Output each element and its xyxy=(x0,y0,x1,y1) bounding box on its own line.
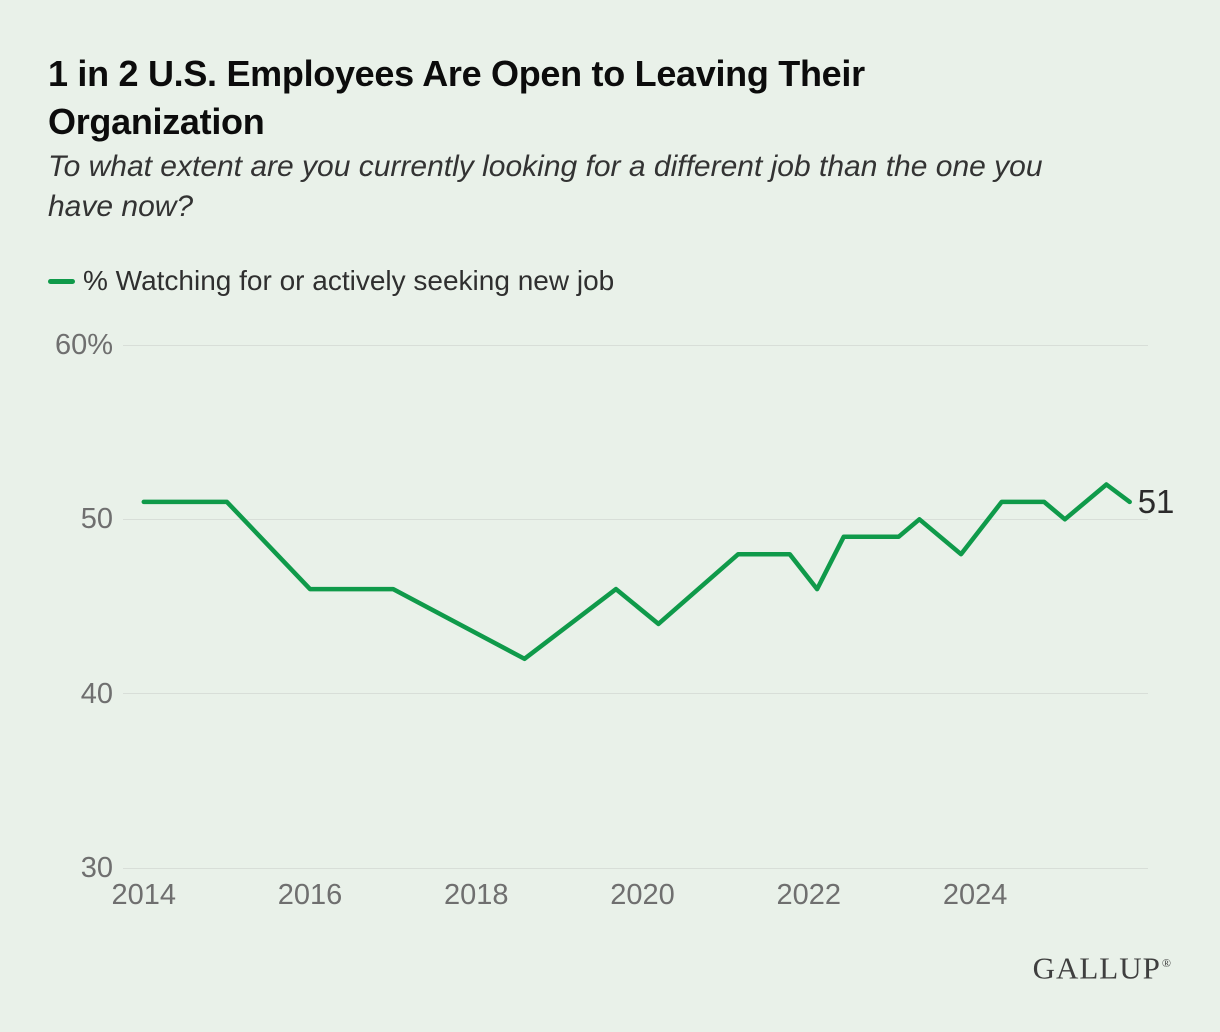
x-axis-tick-label: 2024 xyxy=(942,879,1008,911)
y-axis-tick-label: 30 xyxy=(80,852,113,884)
chart-title-line-2: Organization xyxy=(48,101,265,142)
registered-trademark-icon: ® xyxy=(1161,956,1172,970)
y-gridline xyxy=(123,518,1148,520)
y-axis-tick-label: 40 xyxy=(80,677,113,710)
y-axis-tick-label: 60% xyxy=(54,329,113,361)
chart-title: 1 in 2 U.S. Employees Are Open to Leavin… xyxy=(48,50,865,146)
x-axis-tick-label: 2014 xyxy=(111,879,177,911)
x-axis-tick-label: 2018 xyxy=(444,879,509,911)
series-end-value-label: 51 xyxy=(1137,482,1175,520)
legend-label: % Watching for or actively seeking new j… xyxy=(83,265,615,296)
legend: % Watching for or actively seeking new j… xyxy=(48,265,614,297)
y-gridline xyxy=(123,344,1148,346)
x-axis-tick-label: 2016 xyxy=(277,879,343,911)
x-axis-tick-label: 2022 xyxy=(776,879,842,911)
gallup-logo-text: GALLUP xyxy=(1032,950,1161,986)
y-gridline xyxy=(123,867,1148,869)
chart-subtitle: To what extent are you currently looking… xyxy=(48,147,1043,227)
chart-subtitle-line-2: have now? xyxy=(48,190,194,223)
y-axis-tick-label: 50 xyxy=(80,503,113,536)
legend-line-swatch xyxy=(48,278,75,284)
chart-subtitle-line-1: To what extent are you currently looking… xyxy=(48,150,1043,183)
series-line-path xyxy=(141,482,1132,662)
gallup-logo: GALLUP® xyxy=(1033,947,1172,984)
chart-title-line-1: 1 in 2 U.S. Employees Are Open to Leavin… xyxy=(48,53,865,94)
y-gridline xyxy=(123,693,1148,695)
x-axis-tick-label: 2020 xyxy=(610,879,675,911)
